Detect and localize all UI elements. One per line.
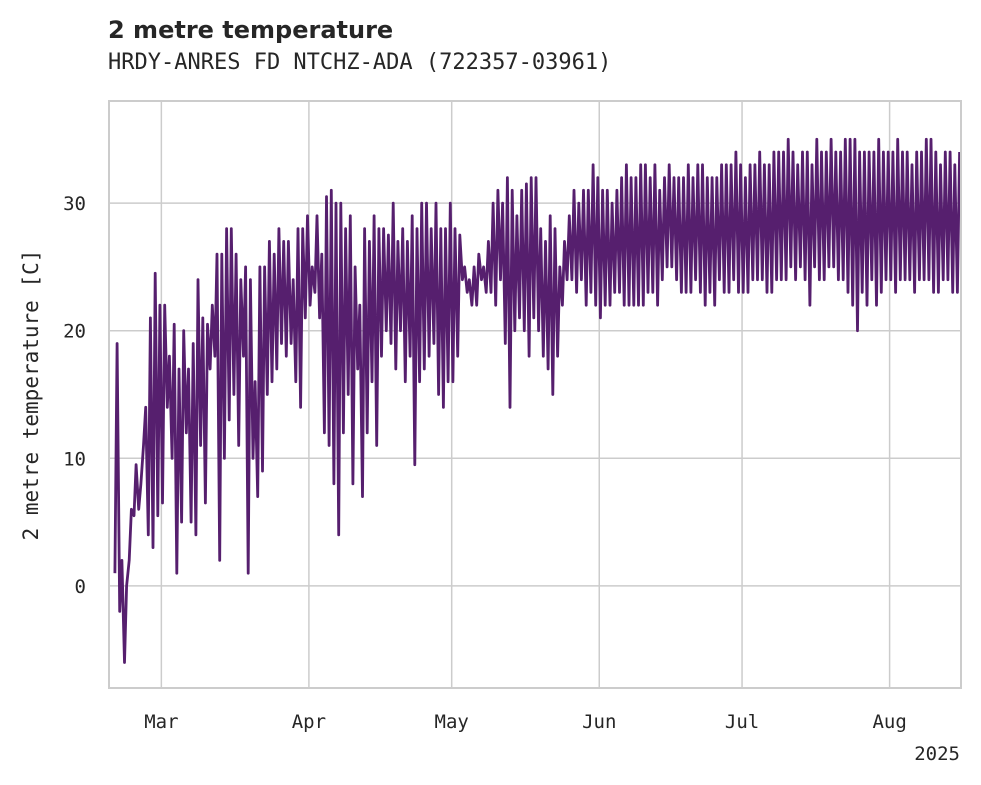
chart-title: 2 metre temperature [108,16,394,44]
y-axis-label: 2 metre temperature [C] [19,250,43,541]
plot-frame [108,100,962,689]
x-tick-label: Jun [582,711,616,733]
y-tick-label: 10 [63,448,86,470]
y-tick-label: 30 [63,193,86,215]
x-tick-label: Aug [872,711,906,733]
x-tick-label: Mar [144,711,178,733]
data-line-group [113,137,961,664]
x-tick-label: May [435,711,469,733]
chart-subtitle: HRDY-ANRES FD NTCHZ-ADA (722357-03961) [108,50,612,75]
x-axis-ticks: Mar Apr May Jun Jul Aug [144,711,907,733]
y-tick-label: 20 [63,321,86,343]
series-line-temperature [113,137,961,664]
x-axis-year-label: 2025 [914,743,960,765]
x-tick-label: Apr [292,711,326,733]
y-tick-label: 0 [75,576,86,598]
y-axis-ticks: 0 10 20 30 [63,193,86,598]
x-tick-label: Jul [725,711,759,733]
